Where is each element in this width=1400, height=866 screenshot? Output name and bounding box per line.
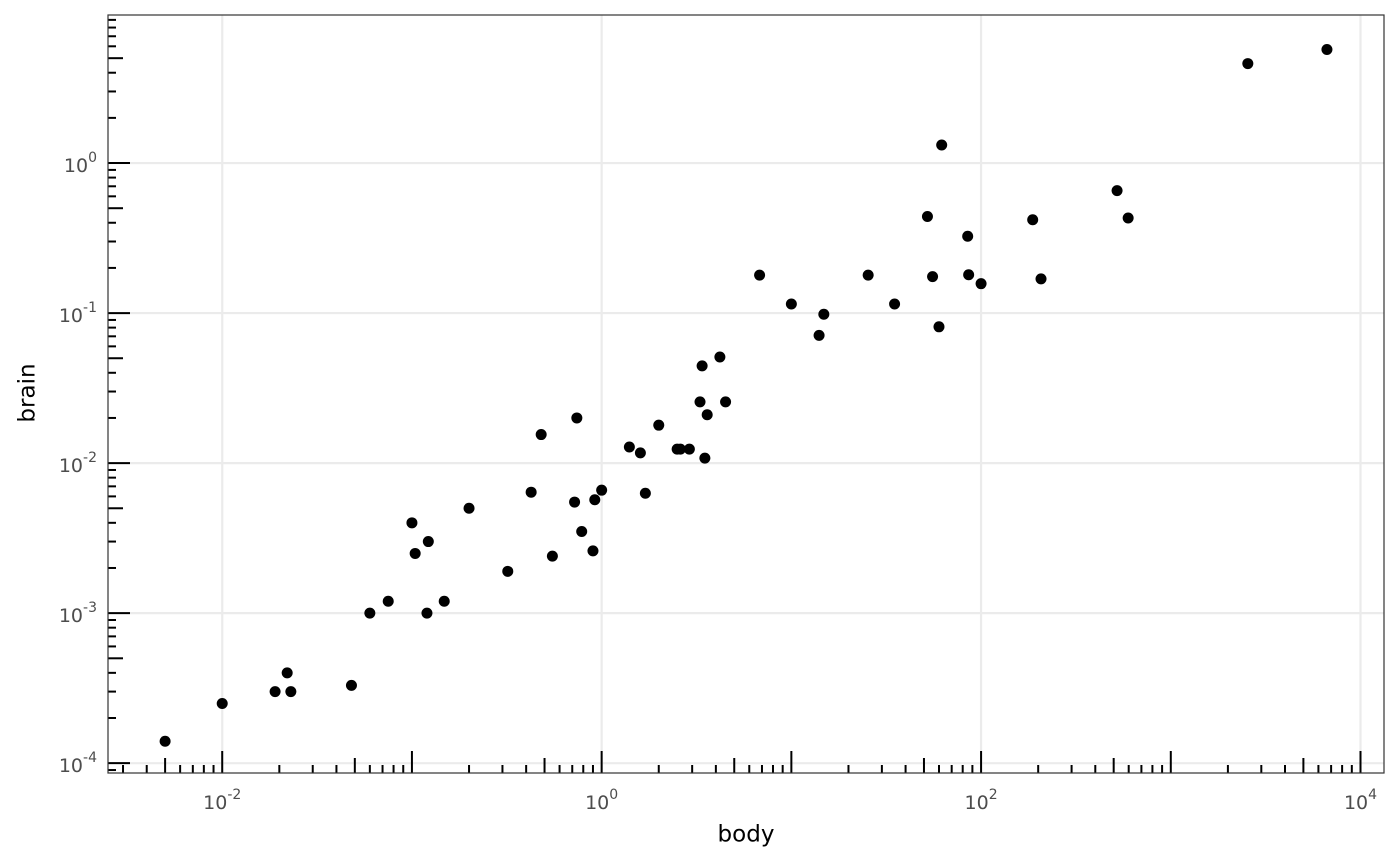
point — [634, 447, 646, 459]
point — [694, 396, 706, 408]
point — [1111, 185, 1123, 197]
point — [889, 298, 901, 310]
point — [587, 545, 599, 557]
point — [862, 269, 874, 281]
y-tick-label: 10-2 — [59, 450, 97, 477]
point — [921, 211, 933, 223]
point — [285, 686, 297, 698]
point — [1035, 273, 1047, 285]
point — [421, 607, 433, 619]
point — [696, 360, 708, 372]
y-axis-title: brain — [15, 363, 41, 422]
point — [1242, 58, 1254, 70]
point — [406, 517, 418, 529]
point — [596, 484, 608, 496]
panel-border — [107, 14, 1385, 774]
point — [933, 321, 945, 333]
point — [576, 526, 588, 538]
point — [345, 679, 357, 691]
point — [569, 496, 581, 508]
point — [785, 298, 797, 310]
point — [589, 494, 601, 506]
point — [683, 443, 695, 455]
point — [159, 735, 171, 747]
point — [927, 271, 939, 283]
point — [720, 396, 732, 408]
point — [463, 502, 475, 514]
y-tick-label: 10-3 — [59, 600, 97, 627]
point — [382, 595, 394, 607]
x-axis-title: body — [718, 822, 775, 848]
point — [502, 565, 514, 577]
point — [754, 269, 766, 281]
point — [438, 595, 450, 607]
point — [818, 308, 830, 320]
y-tick-label: 100 — [64, 150, 97, 177]
point — [571, 412, 583, 424]
point — [813, 329, 825, 341]
point — [1321, 44, 1333, 56]
point — [674, 443, 686, 455]
point — [409, 547, 421, 559]
y-tick-label: 10-4 — [59, 750, 97, 777]
point — [281, 667, 293, 679]
x-tick-label: 102 — [965, 787, 998, 814]
point — [699, 452, 711, 464]
point — [962, 230, 974, 242]
point — [936, 139, 948, 151]
y-tick-label: 10-1 — [59, 300, 97, 327]
point — [653, 419, 665, 431]
point — [623, 441, 635, 453]
point — [546, 550, 558, 562]
x-tick-label: 104 — [1344, 787, 1377, 814]
point — [701, 409, 713, 421]
point — [1027, 214, 1039, 226]
x-tick-label: 10-2 — [203, 787, 241, 814]
point — [422, 536, 434, 548]
point — [364, 607, 376, 619]
point — [269, 686, 281, 698]
point — [1122, 212, 1134, 224]
point — [963, 269, 975, 281]
x-tick-label: 100 — [585, 787, 618, 814]
point — [216, 697, 228, 709]
point — [525, 486, 537, 498]
point — [639, 487, 651, 499]
point — [535, 429, 547, 441]
point — [975, 278, 987, 290]
point — [714, 351, 726, 363]
